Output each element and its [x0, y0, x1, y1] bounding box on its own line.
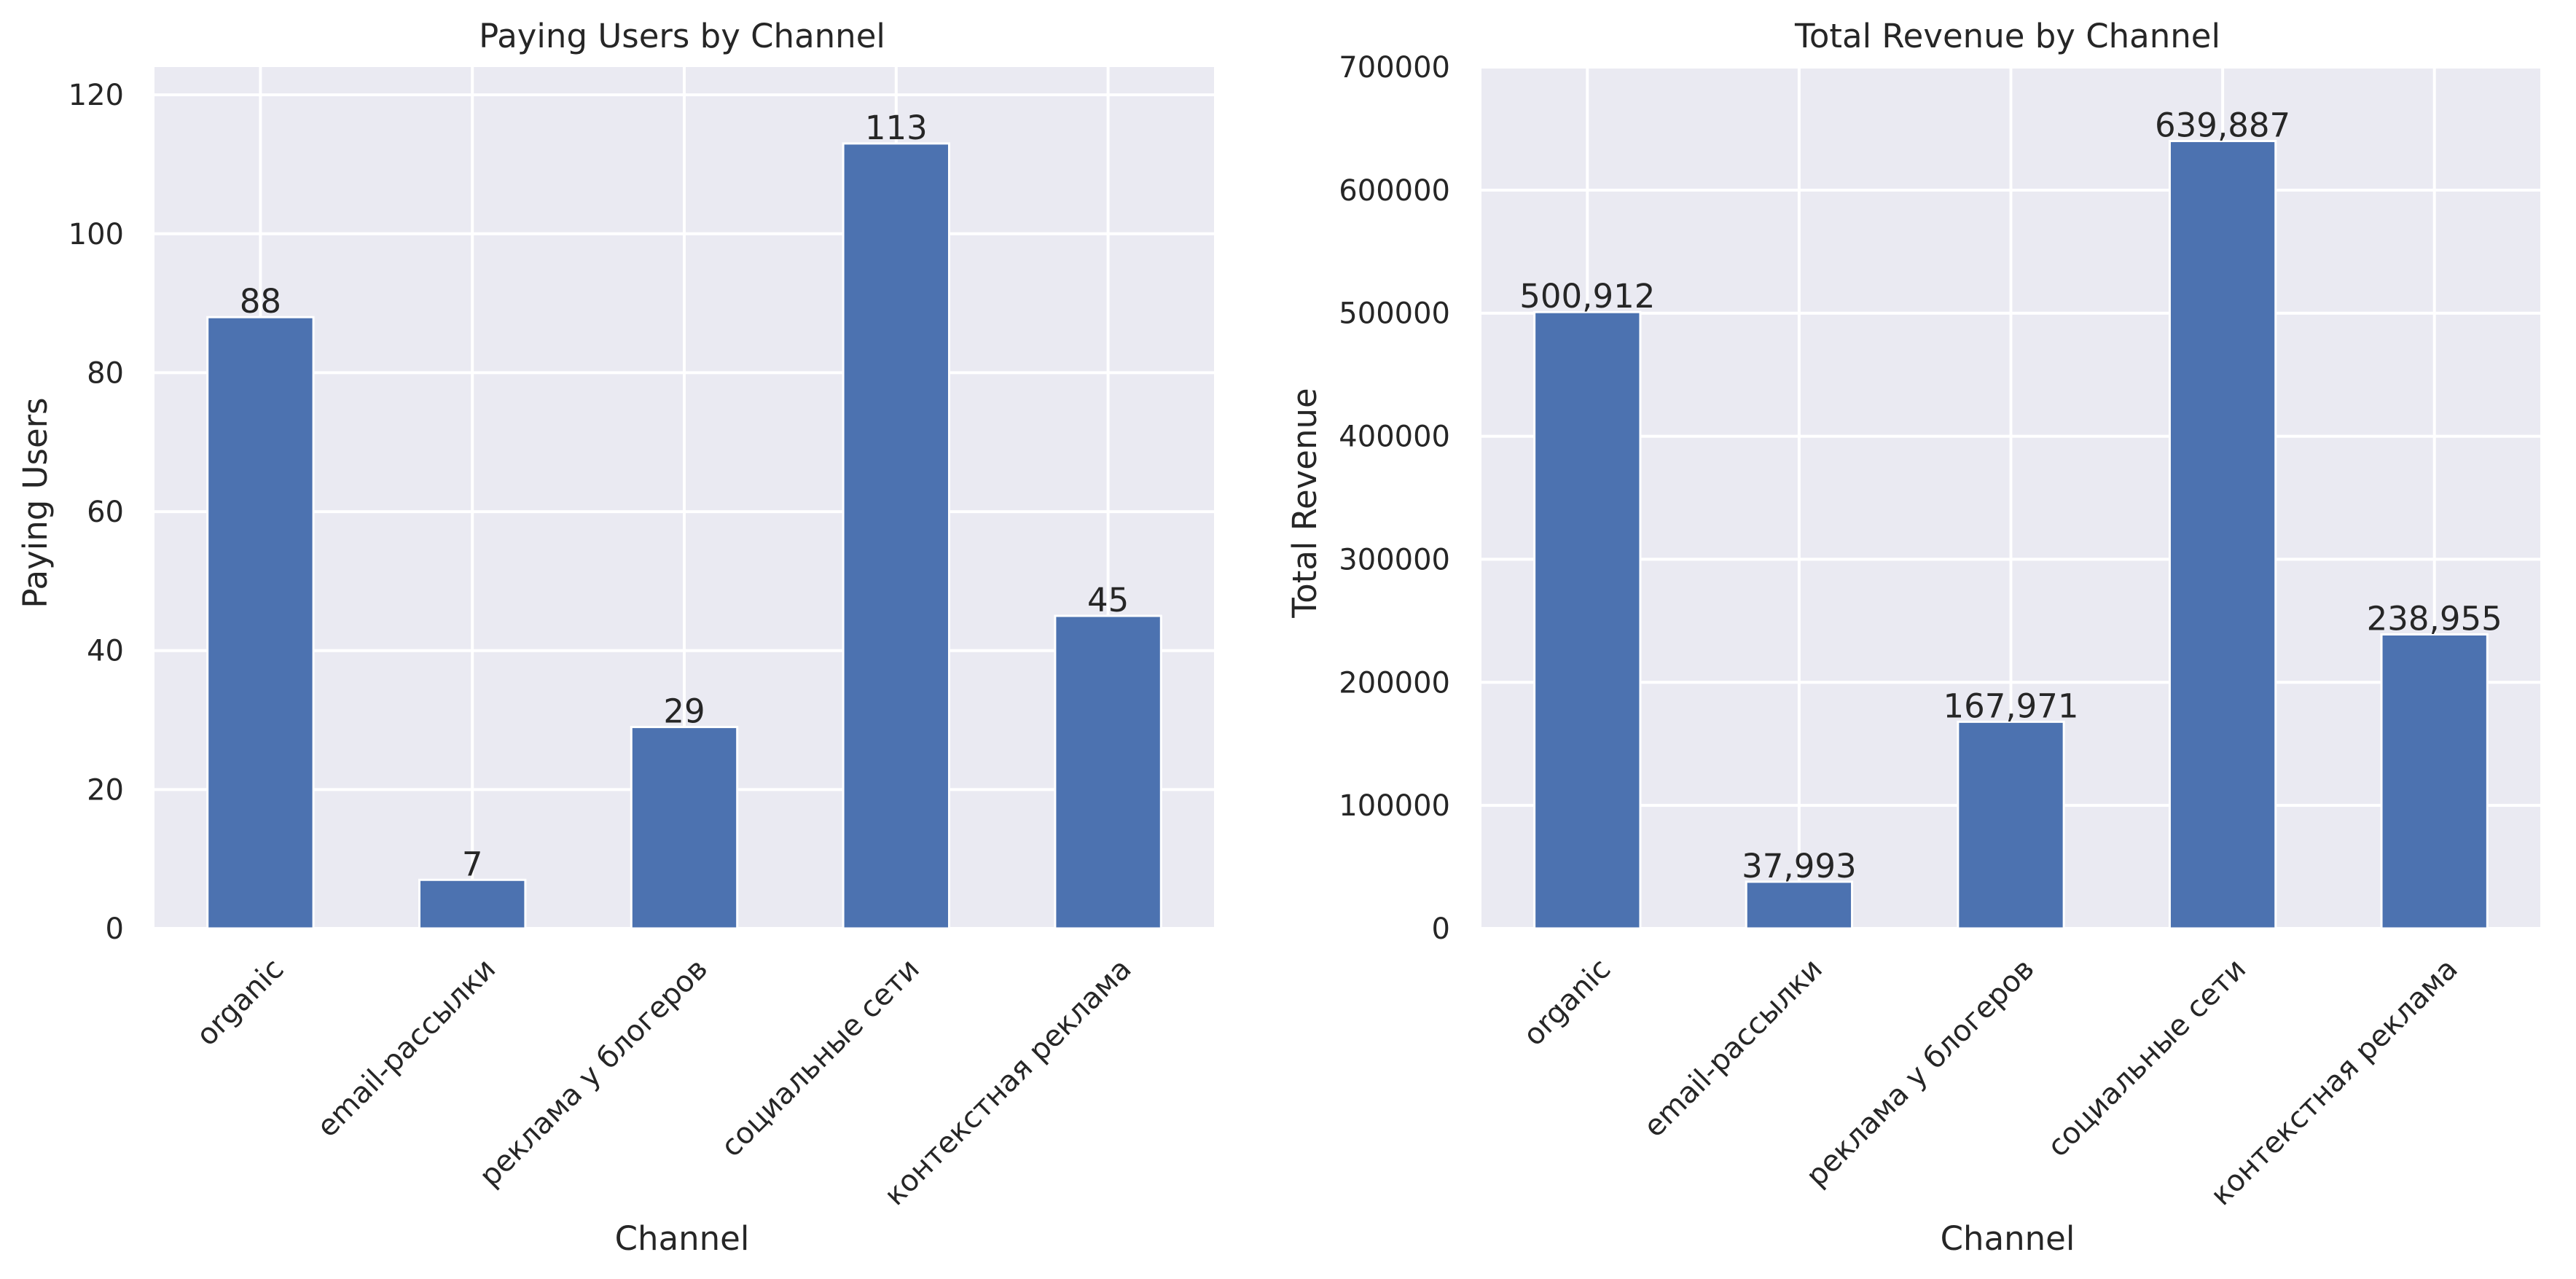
y-axis-label: Paying Users [16, 397, 55, 608]
bar [1533, 310, 1642, 930]
y-tick-label: 100 [68, 218, 124, 251]
y-tick-label: 300000 [1339, 543, 1450, 576]
bar-value-label: 113 [865, 109, 928, 147]
bar [842, 142, 950, 930]
x-tick-label: социальные сети [2041, 953, 2252, 1164]
chart-title: Paying Users by Channel [479, 17, 885, 55]
y-tick-label: 60 [87, 496, 124, 529]
plot-area: 0 100000 200000 300000 400000 500000 600000 700… [1339, 51, 2540, 1212]
y-tick-label: 20 [87, 773, 124, 807]
bar-value-label: 37,993 [1742, 847, 1856, 885]
y-tick-label: 700000 [1339, 51, 1450, 85]
y-tick-label: 600000 [1339, 174, 1450, 208]
bar-value-label: 639,887 [2155, 106, 2290, 145]
x-tick-label: реклама у блогеров [473, 953, 714, 1194]
x-tick-label: organic [1517, 953, 1618, 1053]
x-tick-label: социальные сети [715, 953, 926, 1164]
y-tick-label: 0 [106, 912, 124, 946]
bar-value-label: 29 [663, 692, 705, 731]
plot-area: 0 20 40 60 80 100 120 88 organic 7 email-рассылки 2… [68, 67, 1214, 1212]
bar [1054, 614, 1162, 930]
bar [418, 878, 527, 930]
y-tick-label: 80 [87, 356, 124, 390]
bar [1957, 720, 2065, 930]
x-tick-label: email-рассылки [310, 953, 502, 1144]
bar [1745, 880, 1854, 930]
bar-value-label: 88 [240, 282, 281, 321]
bar-value-label: 238,955 [2367, 600, 2502, 638]
x-tick-label: контекстная реклама [878, 953, 1138, 1213]
y-axis-label: Total Revenue [1285, 388, 1324, 618]
total-revenue-chart: 0 100000 200000 300000 400000 500000 600000 700… [1285, 17, 2540, 1258]
bar [206, 316, 315, 930]
y-tick-label: 120 [68, 79, 124, 112]
bar [630, 726, 739, 930]
y-tick-label: 0 [1432, 912, 1450, 946]
bar [2380, 633, 2489, 930]
y-tick-label: 400000 [1339, 421, 1450, 454]
bar-value-label: 7 [462, 845, 483, 883]
y-tick-label: 200000 [1339, 666, 1450, 700]
x-tick-label: контекстная реклама [2204, 953, 2465, 1213]
y-tick-label: 40 [87, 635, 124, 668]
bar-value-label: 167,971 [1943, 687, 2078, 725]
chart-title: Total Revenue by Channel [1794, 17, 2220, 55]
bar-value-label: 45 [1087, 581, 1129, 619]
bar [2168, 140, 2277, 930]
x-tick-label: реклама у блогеров [1800, 953, 2041, 1194]
y-tick-label: 500000 [1339, 297, 1450, 331]
x-axis-label: Channel [1941, 1219, 2075, 1258]
bar-value-label: 500,912 [1519, 277, 1655, 316]
paying-users-chart: 0 20 40 60 80 100 120 88 organic 7 email-рассылки 2… [16, 17, 1214, 1258]
y-tick-label: 100000 [1339, 789, 1450, 823]
x-tick-label: organic [190, 953, 291, 1053]
x-tick-label: email-рассылки [1637, 953, 1829, 1144]
x-axis-label: Channel [615, 1219, 750, 1258]
